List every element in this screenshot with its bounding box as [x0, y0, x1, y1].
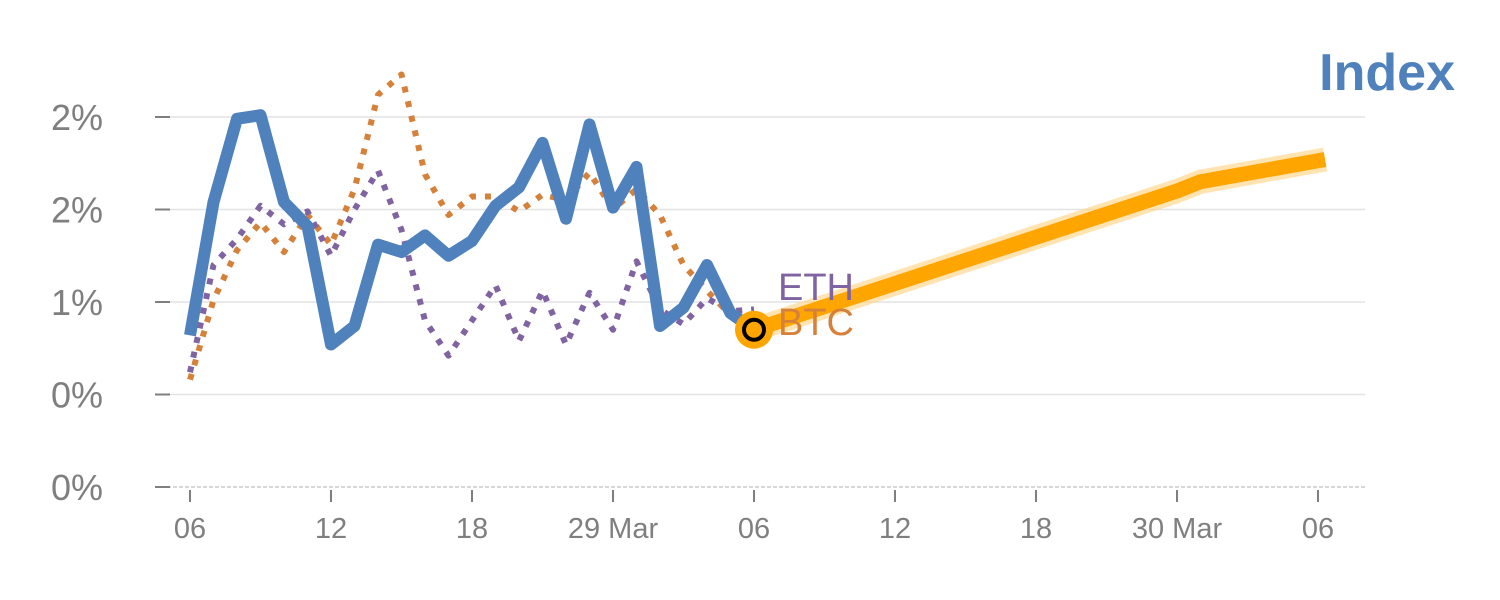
x-tick-label: 06 [174, 513, 206, 545]
series-forecast-line [751, 152, 1327, 337]
x-tick-label: 06 [1302, 513, 1334, 545]
x-tick-label: 06 [738, 513, 770, 545]
y-tick-label: 2% [51, 190, 103, 231]
series-eth-line [187, 167, 755, 373]
eth-label: ETH [778, 267, 854, 309]
x-tick-label: 18 [1020, 513, 1052, 545]
x-tick-label: 18 [456, 513, 488, 545]
btc-label: BTC [778, 302, 854, 344]
x-tick-label: 29 Mar [568, 513, 659, 545]
x-tick-label: 30 Mar [1132, 513, 1223, 545]
y-tick-label: 0% [51, 375, 103, 416]
y-tick-label: 0% [51, 467, 103, 508]
current-point-ring [742, 317, 766, 342]
series-index-line [184, 109, 758, 351]
x-tick-label: 12 [879, 513, 911, 545]
chart-title: Index [1319, 44, 1455, 102]
y-tick-label: 1% [51, 282, 103, 323]
y-tick-label: 2% [51, 97, 103, 138]
x-tick-label: 12 [315, 513, 347, 545]
series-btc-line [187, 71, 756, 381]
